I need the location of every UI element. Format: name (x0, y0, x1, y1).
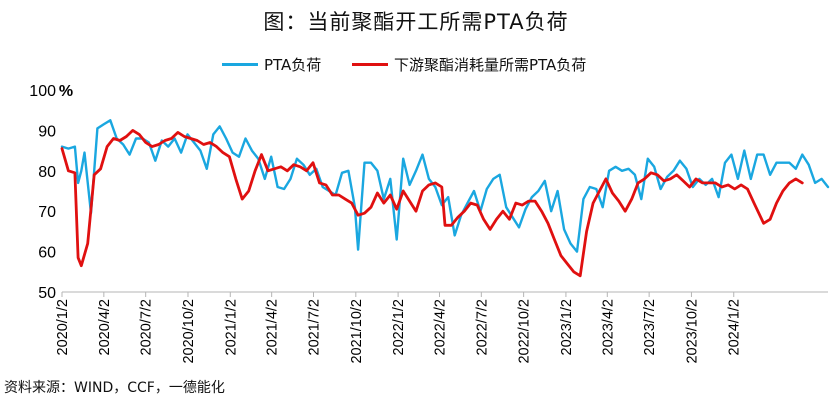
legend-item-pta: PTA负荷 (222, 54, 321, 74)
x-tick-label: 2020/4/2 (97, 299, 113, 355)
x-tick-label: 2021/10/2 (349, 299, 365, 364)
legend-swatch-demand (352, 62, 388, 66)
x-tick-label: 2024/1/2 (727, 299, 743, 355)
x-tick-label: 2022/1/2 (391, 299, 407, 355)
x-tick-label: 2020/10/2 (181, 299, 197, 364)
x-tick-label: 2023/7/2 (642, 299, 658, 355)
x-tick-label: 2020/7/2 (139, 299, 155, 355)
legend-item-demand: 下游聚酯消耗量所需PTA负荷 (352, 54, 586, 74)
chart-series (60, 119, 830, 278)
source-note: 资料来源：WIND，CCF，一德能化 (4, 380, 225, 396)
series-line-pta (60, 119, 830, 253)
x-tick-label: 2023/4/2 (600, 299, 616, 355)
y-tick-label: 90 (38, 123, 56, 140)
series-line-demand (60, 129, 804, 278)
legend-label-pta: PTA负荷 (264, 55, 322, 74)
chart-axes: 100 90 80 70 60 50% 2020/1/2 2020/4/2 2020/7/2 20… (29, 83, 828, 364)
y-tick-label: 60 (38, 245, 56, 262)
y-tick-label: 100 (29, 83, 56, 100)
x-tick-label: 2022/7/2 (474, 299, 490, 355)
legend-swatch-pta (222, 62, 258, 66)
y-axis-label: % (59, 83, 73, 100)
x-tick-label: 2020/1/2 (55, 299, 71, 355)
x-tick-label: 2021/1/2 (223, 299, 239, 355)
x-tick-label: 2022/10/2 (517, 299, 533, 364)
y-tick-label: 70 (38, 204, 56, 221)
chart-title: 图：当前聚酯开工所需PTA负荷 (263, 10, 569, 34)
x-tick-label: 2023/1/2 (559, 299, 575, 355)
legend-label-demand: 下游聚酯消耗量所需PTA负荷 (394, 55, 587, 74)
x-tick-label: 2023/10/2 (684, 299, 700, 364)
y-tick-label: 80 (38, 164, 56, 181)
x-tick-label: 2021/4/2 (265, 299, 281, 355)
x-tick-label: 2021/7/2 (307, 299, 323, 355)
y-tick-label: 50 (38, 285, 56, 302)
x-tick-label: 2022/4/2 (432, 299, 448, 355)
